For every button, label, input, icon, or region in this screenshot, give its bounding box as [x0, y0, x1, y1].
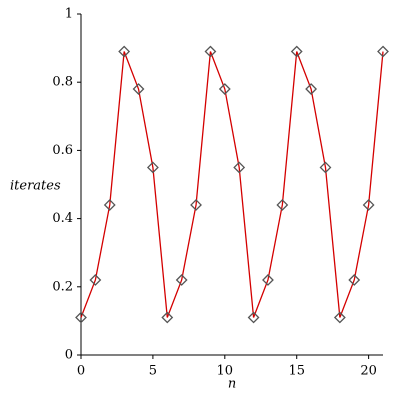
data-point [75, 311, 87, 324]
data-point [175, 274, 188, 286]
y-axis-label: iterates [10, 179, 61, 194]
data-point [118, 45, 131, 58]
data-point [146, 161, 159, 174]
data-point [204, 45, 217, 58]
data-point [333, 311, 346, 324]
data-point [190, 199, 202, 211]
data-point [348, 274, 361, 286]
data-point [377, 45, 389, 58]
y-tick-label: 0.4 [52, 211, 73, 226]
y-tick-label: 0.6 [52, 143, 73, 158]
data-point [247, 311, 260, 324]
x-tick-label: 0 [77, 364, 85, 379]
data-point [276, 199, 289, 211]
data-line [80, 51, 384, 318]
data-point [290, 45, 303, 58]
data-point [362, 199, 375, 211]
x-tick-label: 5 [149, 364, 157, 379]
x-tick-label: 20 [360, 364, 377, 379]
data-point [319, 161, 332, 174]
x-axis-label: n [228, 377, 236, 392]
x-tick-label: 10 [217, 364, 234, 379]
data-point [305, 83, 318, 95]
x-tick-label: 15 [288, 364, 305, 379]
data-point [218, 83, 231, 95]
data-point [132, 83, 145, 95]
data-point [161, 311, 174, 324]
data-point [262, 274, 274, 286]
y-tick-label: 0 [65, 348, 73, 363]
y-tick-label: 0.2 [52, 279, 73, 294]
y-tick-label: 0.8 [52, 75, 73, 90]
y-tick-label: 1 [65, 7, 73, 22]
data-point [89, 274, 102, 286]
data-point [103, 199, 116, 211]
data-point [233, 161, 246, 174]
